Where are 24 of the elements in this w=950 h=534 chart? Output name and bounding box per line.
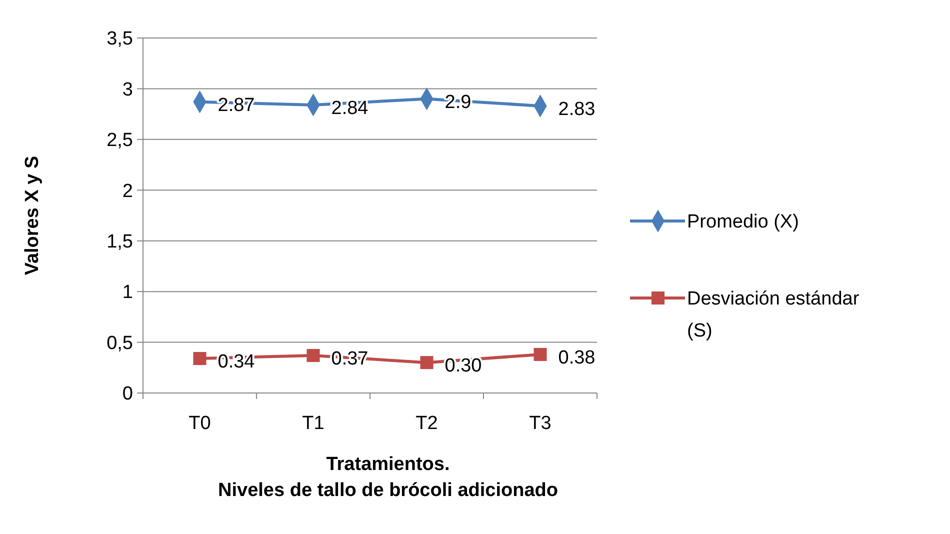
x-tick-label: T0 <box>188 413 211 434</box>
y-tick-label: 1,5 <box>106 232 133 253</box>
y-tick-label: 2,5 <box>106 130 133 152</box>
y-tick-label: 1 <box>122 282 133 304</box>
point <box>193 352 206 366</box>
data-label: 0.30 <box>444 356 482 377</box>
legend-label: Desviación estándar (S) <box>687 288 860 342</box>
x-tick-label: T1 <box>302 413 324 434</box>
x-tick-label: T2 <box>416 413 438 434</box>
data-label: 2.83 <box>558 98 596 120</box>
y-tick-label: 3 <box>122 79 133 100</box>
y-tick-label: 0,5 <box>106 332 133 354</box>
y-axis-title: Valores X y S <box>22 156 43 276</box>
x-axis-title: Tratamientos. Niveles de tallo de brócoli adicionado <box>218 454 558 501</box>
y-tick-label: 0 <box>122 384 133 405</box>
data-label: 2.84 <box>331 98 369 119</box>
data-label: 0.38 <box>558 347 596 368</box>
legend-label: Promedio (X) <box>687 212 799 233</box>
x-tick-label: T3 <box>529 413 552 434</box>
point <box>534 348 547 361</box>
point <box>306 348 320 362</box>
y-tick-label: 2 <box>122 180 133 202</box>
y-tick-label: 3,5 <box>106 28 133 50</box>
point <box>420 356 434 370</box>
